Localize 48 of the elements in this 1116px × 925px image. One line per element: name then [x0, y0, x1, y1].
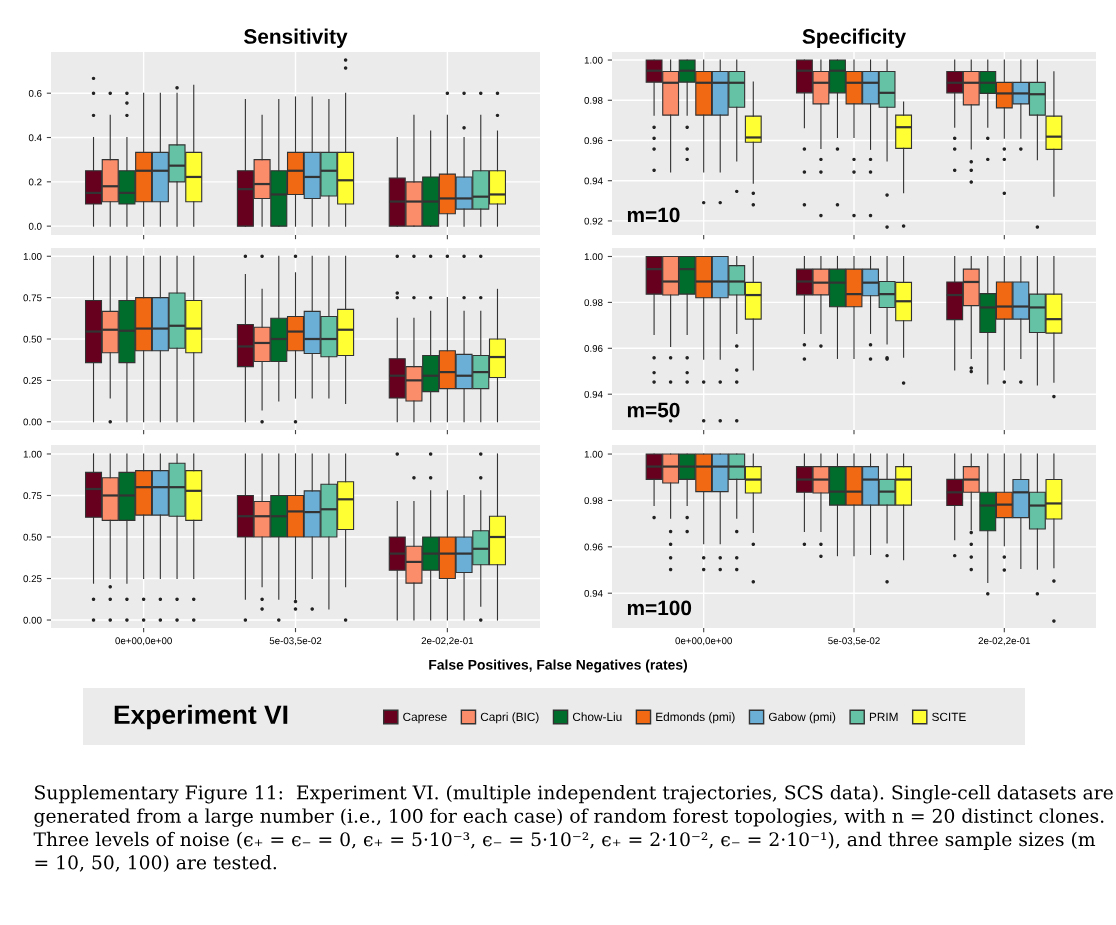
legend-label: Gabow (pmi) — [768, 712, 836, 724]
legend-title: Experiment VI — [114, 704, 288, 730]
y-tick-label: 1.00 — [584, 450, 603, 458]
legend-label: Capri (BIC) — [480, 712, 539, 724]
annotation: m=100 — [627, 600, 692, 616]
y-tick-label: 0.50 — [23, 533, 42, 541]
legend-label: Caprese — [403, 712, 447, 724]
x-tick-label: 2e-02,2e-01 — [978, 637, 1031, 646]
y-tick-label: 0.50 — [23, 335, 42, 343]
y-tick-label: 1.00 — [23, 450, 42, 458]
y-tick-label: 0.4 — [28, 134, 42, 142]
y-tick-label: 0.00 — [23, 616, 42, 624]
y-tick-label: 0.94 — [584, 390, 603, 398]
x-tick-label: 5e-03,5e-02 — [828, 637, 880, 646]
y-tick-label: 0.98 — [584, 299, 603, 307]
y-tick-label: 0.75 — [23, 492, 42, 500]
annotation: m=10 — [627, 207, 680, 223]
x-tick-label: 0e+00,0e+00 — [115, 637, 172, 646]
y-tick-label: 0.94 — [584, 177, 603, 185]
y-tick-label: 1.00 — [584, 56, 603, 64]
y-tick-label: 0.25 — [23, 377, 42, 384]
y-tick-label: 1.00 — [23, 253, 42, 260]
legend-label: Chow-Liu — [572, 712, 622, 722]
y-tick-label: 0.75 — [23, 294, 42, 302]
y-tick-label: 0.94 — [584, 589, 603, 597]
y-tick-label: 0.00 — [23, 418, 42, 426]
x-tick-label: 2e-02,2e-01 — [421, 637, 474, 646]
y-tick-label: 0.6 — [28, 89, 42, 97]
y-tick-label: 1.00 — [584, 253, 603, 261]
x-tick-label: 0e+00,0e+00 — [675, 637, 732, 646]
y-tick-label: 0.98 — [584, 497, 603, 505]
y-tick-label: 0.96 — [584, 137, 603, 145]
annotation: m=50 — [627, 402, 680, 418]
legend-label: Edmonds (pmi) — [656, 712, 735, 724]
y-tick-label: 0.0 — [28, 222, 42, 230]
y-tick-label: 0.25 — [23, 575, 42, 583]
chart-title: Sensitivity — [244, 28, 348, 48]
chart-title: Specificity — [802, 28, 906, 48]
y-tick-label: 0.98 — [584, 97, 603, 104]
y-tick-label: 0.96 — [584, 345, 603, 352]
x-tick-label: 5e-03,5e-02 — [269, 637, 322, 646]
y-tick-label: 0.96 — [584, 543, 603, 551]
y-tick-label: 0.2 — [28, 178, 42, 186]
x-axis-title: False Positives, False Negatives (rates) — [429, 659, 688, 673]
text: Supplementary Figure 11: Experiment VI. (multiple independent trajectories, SCS data). Single-cell datasets are generated from a large number (i.e., 100 for each case) of random forest topologies, with n = 20 distinct clones. Three levels of noise (ϵ₊ = ϵ₋ = 0, ϵ₊ = 5·10⁻³, ϵ₋ = 5·10⁻², ϵ₊ = 2·10⁻², ϵ₋ = 2·10⁻¹), and three sample sizes (m = 10, 50, 100) are tested. — [33, 785, 1113, 873]
legend-label: SCITE — [932, 712, 966, 722]
y-tick-label: 0.92 — [584, 217, 603, 225]
legend-label: PRIM — [869, 712, 898, 721]
